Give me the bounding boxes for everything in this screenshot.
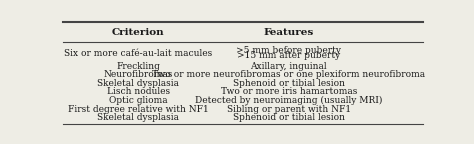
Text: First degree relative with NF1: First degree relative with NF1 [68, 105, 209, 114]
Text: >5 mm before puberty: >5 mm before puberty [237, 46, 341, 55]
Text: Six or more café-au-lait macules: Six or more café-au-lait macules [64, 49, 212, 58]
Text: Lisch nodules: Lisch nodules [107, 87, 170, 96]
Text: Sphenoid or tibial lesion: Sphenoid or tibial lesion [233, 79, 345, 88]
Text: Detected by neuroimaging (usually MRI): Detected by neuroimaging (usually MRI) [195, 96, 383, 105]
Text: Optic glioma: Optic glioma [109, 96, 167, 105]
Text: Sphenoid or tibial lesion: Sphenoid or tibial lesion [233, 113, 345, 122]
Text: Axillary, inguinal: Axillary, inguinal [251, 61, 327, 71]
Text: Neurofibromas: Neurofibromas [103, 70, 173, 79]
Text: Sibling or parent with NF1: Sibling or parent with NF1 [227, 105, 351, 114]
Text: Two or more neurofibromas or one plexiform neurofibroma: Two or more neurofibromas or one plexifo… [152, 70, 425, 79]
Text: Freckling: Freckling [116, 61, 160, 71]
Text: Criterion: Criterion [112, 28, 164, 37]
Text: Skeletal dysplasia: Skeletal dysplasia [97, 113, 179, 122]
Text: Features: Features [264, 28, 314, 37]
Text: Two or more iris hamartomas: Two or more iris hamartomas [221, 87, 357, 96]
Text: Skeletal dysplasia: Skeletal dysplasia [97, 79, 179, 88]
Text: >15 mm after puberty: >15 mm after puberty [237, 51, 340, 60]
